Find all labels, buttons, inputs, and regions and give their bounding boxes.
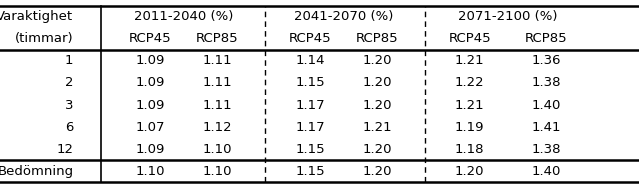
Text: RCP45: RCP45 bbox=[129, 32, 171, 45]
Text: 1.11: 1.11 bbox=[203, 99, 232, 111]
Text: RCP45: RCP45 bbox=[289, 32, 331, 45]
Text: 2: 2 bbox=[65, 77, 73, 89]
Text: 1.40: 1.40 bbox=[532, 165, 561, 178]
Text: 12: 12 bbox=[56, 143, 73, 156]
Text: 1.09: 1.09 bbox=[135, 54, 165, 67]
Text: 1.10: 1.10 bbox=[203, 165, 232, 178]
Text: 1.09: 1.09 bbox=[135, 77, 165, 89]
Text: Varaktighet: Varaktighet bbox=[0, 10, 73, 23]
Text: 1.20: 1.20 bbox=[362, 143, 392, 156]
Text: RCP85: RCP85 bbox=[196, 32, 238, 45]
Text: 1.22: 1.22 bbox=[455, 77, 484, 89]
Text: Bedömning: Bedömning bbox=[0, 165, 73, 178]
Text: RCP85: RCP85 bbox=[525, 32, 567, 45]
Text: 1.14: 1.14 bbox=[295, 54, 325, 67]
Text: 1: 1 bbox=[65, 54, 73, 67]
Text: 1.15: 1.15 bbox=[295, 77, 325, 89]
Text: 3: 3 bbox=[65, 99, 73, 111]
Text: 1.41: 1.41 bbox=[532, 121, 561, 134]
Text: 1.20: 1.20 bbox=[362, 77, 392, 89]
Text: 1.10: 1.10 bbox=[203, 143, 232, 156]
Text: RCP85: RCP85 bbox=[356, 32, 398, 45]
Text: RCP45: RCP45 bbox=[449, 32, 491, 45]
Text: 1.09: 1.09 bbox=[135, 143, 165, 156]
Text: 6: 6 bbox=[65, 121, 73, 134]
Text: 1.20: 1.20 bbox=[362, 165, 392, 178]
Text: 1.21: 1.21 bbox=[362, 121, 392, 134]
Text: 1.40: 1.40 bbox=[532, 99, 561, 111]
Text: 2041-2070 (%): 2041-2070 (%) bbox=[294, 10, 394, 23]
Text: 1.09: 1.09 bbox=[135, 99, 165, 111]
Text: 1.21: 1.21 bbox=[455, 99, 484, 111]
Text: 1.07: 1.07 bbox=[135, 121, 165, 134]
Text: 1.10: 1.10 bbox=[135, 165, 165, 178]
Text: 1.17: 1.17 bbox=[295, 121, 325, 134]
Text: 1.20: 1.20 bbox=[362, 54, 392, 67]
Text: 2071-2100 (%): 2071-2100 (%) bbox=[458, 10, 558, 23]
Text: 1.18: 1.18 bbox=[455, 143, 484, 156]
Text: 1.21: 1.21 bbox=[455, 54, 484, 67]
Text: 2011-2040 (%): 2011-2040 (%) bbox=[134, 10, 234, 23]
Text: 1.38: 1.38 bbox=[532, 77, 561, 89]
Text: 1.11: 1.11 bbox=[203, 77, 232, 89]
Text: 1.20: 1.20 bbox=[455, 165, 484, 178]
Text: 1.17: 1.17 bbox=[295, 99, 325, 111]
Text: 1.11: 1.11 bbox=[203, 54, 232, 67]
Text: 1.36: 1.36 bbox=[532, 54, 561, 67]
Text: 1.15: 1.15 bbox=[295, 165, 325, 178]
Text: 1.15: 1.15 bbox=[295, 143, 325, 156]
Text: 1.38: 1.38 bbox=[532, 143, 561, 156]
Text: 1.20: 1.20 bbox=[362, 99, 392, 111]
Text: (timmar): (timmar) bbox=[15, 32, 73, 45]
Text: 1.12: 1.12 bbox=[203, 121, 232, 134]
Text: 1.19: 1.19 bbox=[455, 121, 484, 134]
